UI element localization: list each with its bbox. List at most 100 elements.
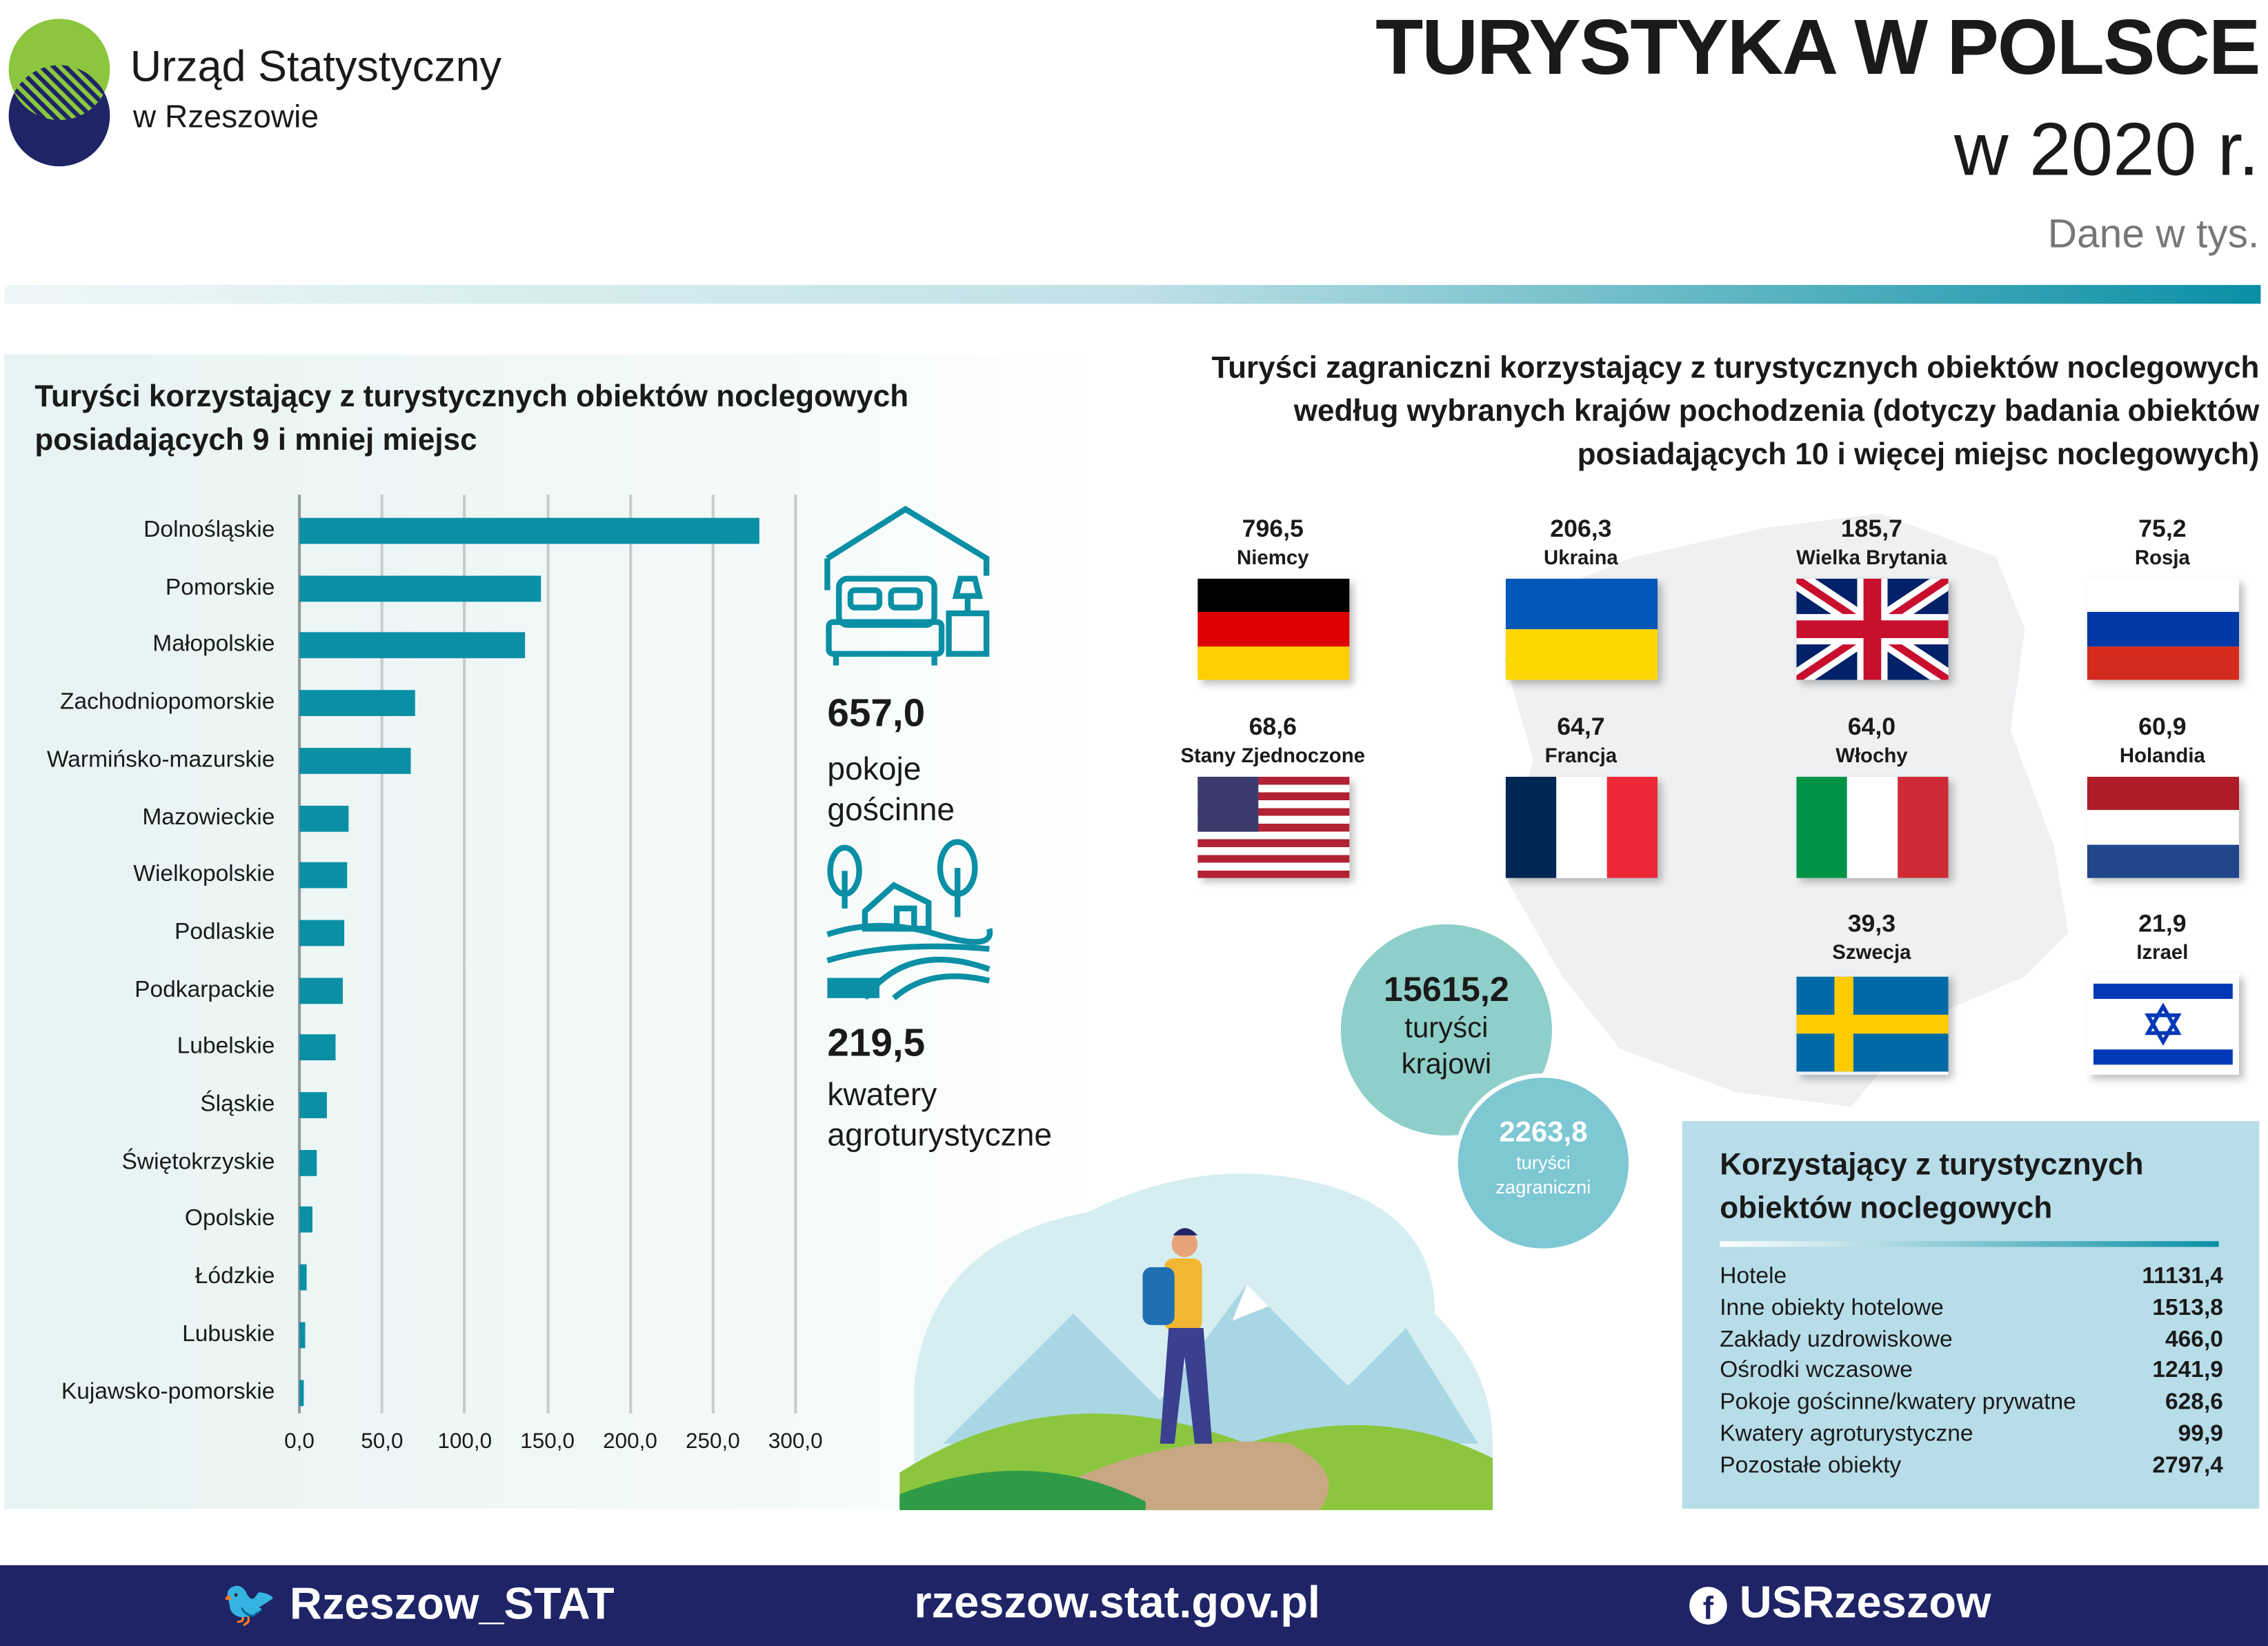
country-value: 60,9 [2138, 713, 2187, 741]
hiker-illustration [899, 1173, 1493, 1511]
row-label: Inne obiekty hotelowe [1720, 1296, 1944, 1321]
flag-usa-icon [1197, 777, 1349, 878]
label-line: kwatery [827, 1076, 937, 1113]
country-value: 39,3 [1847, 909, 1896, 938]
x-tick-label: 150,0 [520, 1429, 575, 1454]
logo-icon [8, 19, 110, 167]
heading-line: posiadających 9 i mniej miejsc [34, 424, 477, 457]
country-value: 64,0 [1847, 713, 1896, 741]
country-item: 185,7 Wielka Brytania [1756, 513, 1988, 680]
flag-sweden-icon [1796, 973, 1948, 1075]
agro-value: 219,5 [827, 1021, 926, 1065]
y-category-label: Podkarpackie [135, 977, 275, 1002]
country-value: 185,7 [1840, 515, 1902, 543]
farm-icon [826, 839, 993, 1001]
country-name: Holandia [2119, 743, 2205, 767]
agro-label: kwatery agroturystyczne [827, 1075, 1052, 1156]
website-link[interactable]: rzeszow.stat.gov.pl [914, 1576, 1321, 1628]
table-heading: Korzystający z turystycznych obiektów noc… [1720, 1144, 2143, 1231]
gridline [380, 495, 384, 1414]
x-tick-label: 0,0 [284, 1429, 315, 1454]
table-row: Kwatery agroturystyczne 99,9 [1720, 1420, 2223, 1449]
country-item: 206,3 Ukraina [1465, 513, 1697, 680]
country-value: 21,9 [2138, 909, 2187, 938]
bar [299, 1034, 337, 1061]
country-name: Niemcy [1237, 545, 1309, 569]
twitter-icon: 🐦 [221, 1578, 277, 1629]
country-name: Szwecja [1832, 940, 1911, 964]
twitter-handle: Rzeszow_STAT [289, 1578, 615, 1629]
x-tick-label: 250,0 [686, 1429, 740, 1454]
country-name: Francja [1544, 743, 1618, 767]
facebook-icon: f [1689, 1586, 1727, 1626]
heading-line: posiadających 10 i więcej miejsc noclego… [1577, 438, 2260, 472]
y-category-label: Łódzkie [195, 1264, 275, 1289]
country-name: Rosja [2134, 545, 2190, 569]
foreign-circle: 2263,8 turyści zagraniczni [1453, 1073, 1633, 1253]
y-category-label: Pomorskie [165, 575, 275, 600]
twitter-link[interactable]: 🐦 Rzeszow_STAT [221, 1577, 615, 1631]
x-tick-label: 100,0 [437, 1429, 493, 1454]
bar [299, 690, 416, 717]
country-item: 64,0 Włochy [1756, 712, 1988, 878]
heading-line: obiektów noclegowych [1720, 1191, 2053, 1226]
country-item: 21,9 Izrael [2047, 909, 2268, 1075]
bed-house-icon [824, 506, 990, 666]
country-name: Stany Zjednoczone [1180, 743, 1366, 767]
country-value: 68,6 [1249, 713, 1297, 741]
row-label: Ośrodki wczasowe [1720, 1358, 1913, 1384]
heading-line: Korzystający z turystycznych [1720, 1148, 2144, 1182]
bar [299, 1379, 304, 1406]
domestic-l1: turyści [1404, 1012, 1489, 1044]
row-value: 1513,8 [2152, 1296, 2223, 1321]
country-name: Włochy [1836, 743, 1908, 767]
country-item: 60,9 Holandia [2047, 712, 2268, 878]
row-value: 628,6 [2165, 1390, 2223, 1416]
page-title: TURYSTYKA W POLSCE [1375, 4, 2260, 92]
bar [299, 747, 412, 774]
country-value: 64,7 [1557, 713, 1605, 741]
flag-israel-icon [2087, 973, 2238, 1075]
bar [299, 1207, 312, 1233]
gridline [794, 495, 797, 1414]
foreign-heading: Turyści zagraniczni korzystający z turys… [1211, 347, 2259, 477]
gridline [711, 495, 715, 1414]
flag-russia-icon [2086, 578, 2238, 680]
y-category-label: Śląskie [200, 1092, 275, 1117]
rooms-label: pokoje gościnne [827, 749, 955, 830]
flag-ukraine-icon [1504, 578, 1657, 680]
country-item: 68,6 Stany Zjednoczone [1157, 712, 1389, 878]
row-value: 11131,4 [2142, 1264, 2223, 1289]
foreign-l2: zagraniczni [1495, 1176, 1591, 1198]
label-line: agroturystyczne [827, 1116, 1053, 1153]
country-value: 75,2 [2138, 515, 2187, 543]
bar [299, 1149, 317, 1176]
y-category-label: Małopolskie [152, 633, 275, 657]
row-label: Pokoje gościnne/kwatery prywatne [1720, 1390, 2076, 1416]
y-category-label: Warmińsko-mazurskie [46, 747, 275, 773]
domestic-circle: 15615,2 turyści krajowi [1340, 924, 1552, 1136]
row-value: 2797,4 [2152, 1453, 2223, 1478]
domestic-l2: krajowi [1401, 1049, 1492, 1081]
org-city: w Rzeszowie [132, 98, 319, 135]
facebook-handle: USRzeszow [1739, 1576, 1991, 1628]
table-row: Pokoje gościnne/kwatery prywatne 628,6 [1720, 1389, 2223, 1418]
table-row: Inne obiekty hotelowe 1513,8 [1720, 1294, 2223, 1323]
country-name: Wielka Brytania [1796, 545, 1947, 569]
gridline [546, 495, 549, 1414]
country-item: 796,5 Niemcy [1157, 513, 1389, 680]
heading-line: Turyści korzystający z turystycznych obi… [34, 380, 909, 414]
heading-line: według wybranych krajów pochodzenia (dot… [1293, 395, 2260, 428]
row-label: Pozostałe obiekty [1720, 1453, 1902, 1478]
page-year: w 2020 r. [1953, 108, 2260, 192]
y-category-label: Mazowieckie [142, 804, 275, 830]
y-category-label: Dolnośląskie [143, 517, 275, 543]
country-name: Ukraina [1544, 545, 1618, 569]
flag-italy-icon [1796, 777, 1948, 878]
bar [299, 920, 345, 946]
table-row: Pozostałe obiekty 2797,4 [1720, 1452, 2223, 1481]
table-rule [1720, 1241, 2219, 1247]
facebook-link[interactable]: f USRzeszow [1689, 1577, 1991, 1629]
y-category-label: Kujawsko-pomorskie [61, 1379, 275, 1405]
x-tick-label: 200,0 [603, 1429, 657, 1454]
